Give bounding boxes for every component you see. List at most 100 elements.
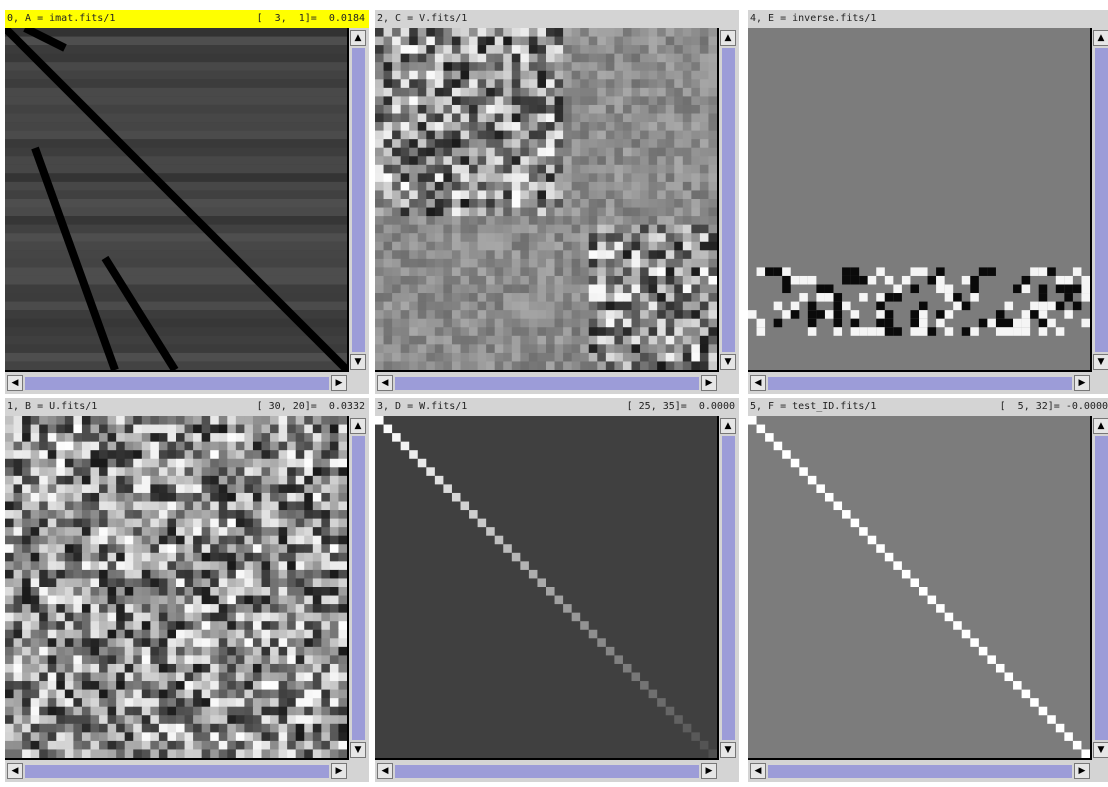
scroll-thumb[interactable] <box>1095 48 1108 352</box>
image-pixel <box>418 285 427 294</box>
image-display[interactable] <box>748 28 1092 372</box>
image-pixel <box>167 519 176 528</box>
horizontal-scrollbar[interactable]: ◀▶ <box>748 762 1092 780</box>
image-panel[interactable]: 4, E = inverse.fits/1▲▼◀▶ <box>748 10 1108 394</box>
image-pixel <box>478 319 487 328</box>
vertical-scrollbar[interactable]: ▲▼ <box>1092 28 1108 372</box>
image-display[interactable] <box>5 416 349 760</box>
image-pixel <box>392 105 401 114</box>
scroll-up[interactable]: ▲ <box>350 418 366 434</box>
image-pixel <box>401 353 410 362</box>
image-pixel <box>108 673 117 682</box>
image-pixel <box>418 156 427 165</box>
image-pixel <box>39 707 48 716</box>
image-pixel <box>375 71 384 80</box>
horizontal-scrollbar[interactable]: ◀▶ <box>375 762 719 780</box>
scroll-left[interactable]: ◀ <box>750 763 766 779</box>
scroll-up[interactable]: ▲ <box>350 30 366 46</box>
image-pixel <box>22 749 31 758</box>
scroll-thumb[interactable] <box>352 436 365 740</box>
scroll-left[interactable]: ◀ <box>750 375 766 391</box>
image-pixel <box>125 416 134 425</box>
scroll-up[interactable]: ▲ <box>1093 418 1108 434</box>
vertical-scrollbar[interactable]: ▲▼ <box>719 28 737 372</box>
image-panel[interactable]: 5, F = test_ID.fits/1[ 5, 32]= -0.0000▲▼… <box>748 398 1108 782</box>
scroll-thumb[interactable] <box>1095 436 1108 740</box>
image-pixel <box>478 45 487 54</box>
image-display[interactable] <box>748 416 1092 760</box>
image-pixel <box>73 638 82 647</box>
horizontal-scrollbar[interactable]: ◀▶ <box>375 374 719 392</box>
scroll-left[interactable]: ◀ <box>7 375 23 391</box>
image-pixel <box>486 336 495 345</box>
scroll-thumb[interactable] <box>395 765 699 778</box>
horizontal-scrollbar[interactable]: ◀▶ <box>5 374 349 392</box>
image-display[interactable] <box>375 28 719 372</box>
scroll-thumb[interactable] <box>352 48 365 352</box>
scroll-up[interactable]: ▲ <box>720 418 736 434</box>
image-pixel <box>902 570 911 579</box>
scroll-thumb[interactable] <box>25 765 329 778</box>
scroll-right[interactable]: ▶ <box>331 763 347 779</box>
image-pixel <box>5 655 14 664</box>
image-pixel <box>503 199 512 208</box>
scroll-left[interactable]: ◀ <box>377 375 393 391</box>
scroll-down[interactable]: ▼ <box>350 742 366 758</box>
scroll-down[interactable]: ▼ <box>350 354 366 370</box>
scroll-down[interactable]: ▼ <box>720 742 736 758</box>
scroll-thumb[interactable] <box>722 48 735 352</box>
image-pixel <box>31 647 40 656</box>
image-pixel <box>313 621 322 630</box>
image-pixel <box>512 293 521 302</box>
scroll-left[interactable]: ◀ <box>377 763 393 779</box>
scroll-right[interactable]: ▶ <box>701 763 717 779</box>
scroll-thumb[interactable] <box>768 765 1072 778</box>
horizontal-scrollbar[interactable]: ◀▶ <box>748 374 1092 392</box>
image-pixel <box>236 613 245 622</box>
image-pixel <box>39 536 48 545</box>
image-display[interactable] <box>5 28 349 372</box>
scroll-right[interactable]: ▶ <box>331 375 347 391</box>
image-pixel <box>529 310 538 319</box>
image-pixel <box>244 510 253 519</box>
scroll-up[interactable]: ▲ <box>1093 30 1108 46</box>
scroll-left[interactable]: ◀ <box>7 763 23 779</box>
image-pixel <box>885 310 894 319</box>
image-panel[interactable]: 3, D = W.fits/1[ 25, 35]= 0.0000▲▼◀▶ <box>375 398 739 782</box>
scroll-down[interactable]: ▼ <box>1093 354 1108 370</box>
image-pixel <box>614 54 623 63</box>
scroll-down[interactable]: ▼ <box>1093 742 1108 758</box>
image-pixel <box>185 681 194 690</box>
scroll-right[interactable]: ▶ <box>1074 763 1090 779</box>
image-pixel <box>73 707 82 716</box>
image-pixel <box>330 510 339 519</box>
image-panel[interactable]: 1, B = U.fits/1[ 30, 20]= 0.0332▲▼◀▶ <box>5 398 369 782</box>
image-panel[interactable]: 0, A = imat.fits/1[ 3, 1]= 0.0184▲▼◀▶ <box>5 10 369 394</box>
scroll-thumb[interactable] <box>395 377 699 390</box>
image-pixel <box>478 199 487 208</box>
vertical-scrollbar[interactable]: ▲▼ <box>349 416 367 760</box>
horizontal-scrollbar[interactable]: ◀▶ <box>5 762 349 780</box>
vertical-scrollbar[interactable]: ▲▼ <box>349 28 367 372</box>
image-pixel <box>640 182 649 191</box>
scroll-thumb[interactable] <box>768 377 1072 390</box>
scroll-thumb[interactable] <box>722 436 735 740</box>
image-pixel <box>614 327 623 336</box>
image-pixel <box>287 536 296 545</box>
scroll-right[interactable]: ▶ <box>701 375 717 391</box>
scroll-thumb[interactable] <box>25 377 329 390</box>
scroll-right[interactable]: ▶ <box>1074 375 1090 391</box>
image-pixel <box>683 182 692 191</box>
scroll-up[interactable]: ▲ <box>720 30 736 46</box>
image-pixel <box>150 749 159 758</box>
vertical-scrollbar[interactable]: ▲▼ <box>1092 416 1108 760</box>
image-pixel <box>39 698 48 707</box>
image-display[interactable] <box>375 416 719 760</box>
scroll-down[interactable]: ▼ <box>720 354 736 370</box>
image-panel[interactable]: 2, C = V.fits/1▲▼◀▶ <box>375 10 739 394</box>
image-pixel <box>520 361 529 370</box>
image-pixel <box>330 732 339 741</box>
vertical-scrollbar[interactable]: ▲▼ <box>719 416 737 760</box>
image-pixel <box>537 105 546 114</box>
image-pixel <box>167 450 176 459</box>
